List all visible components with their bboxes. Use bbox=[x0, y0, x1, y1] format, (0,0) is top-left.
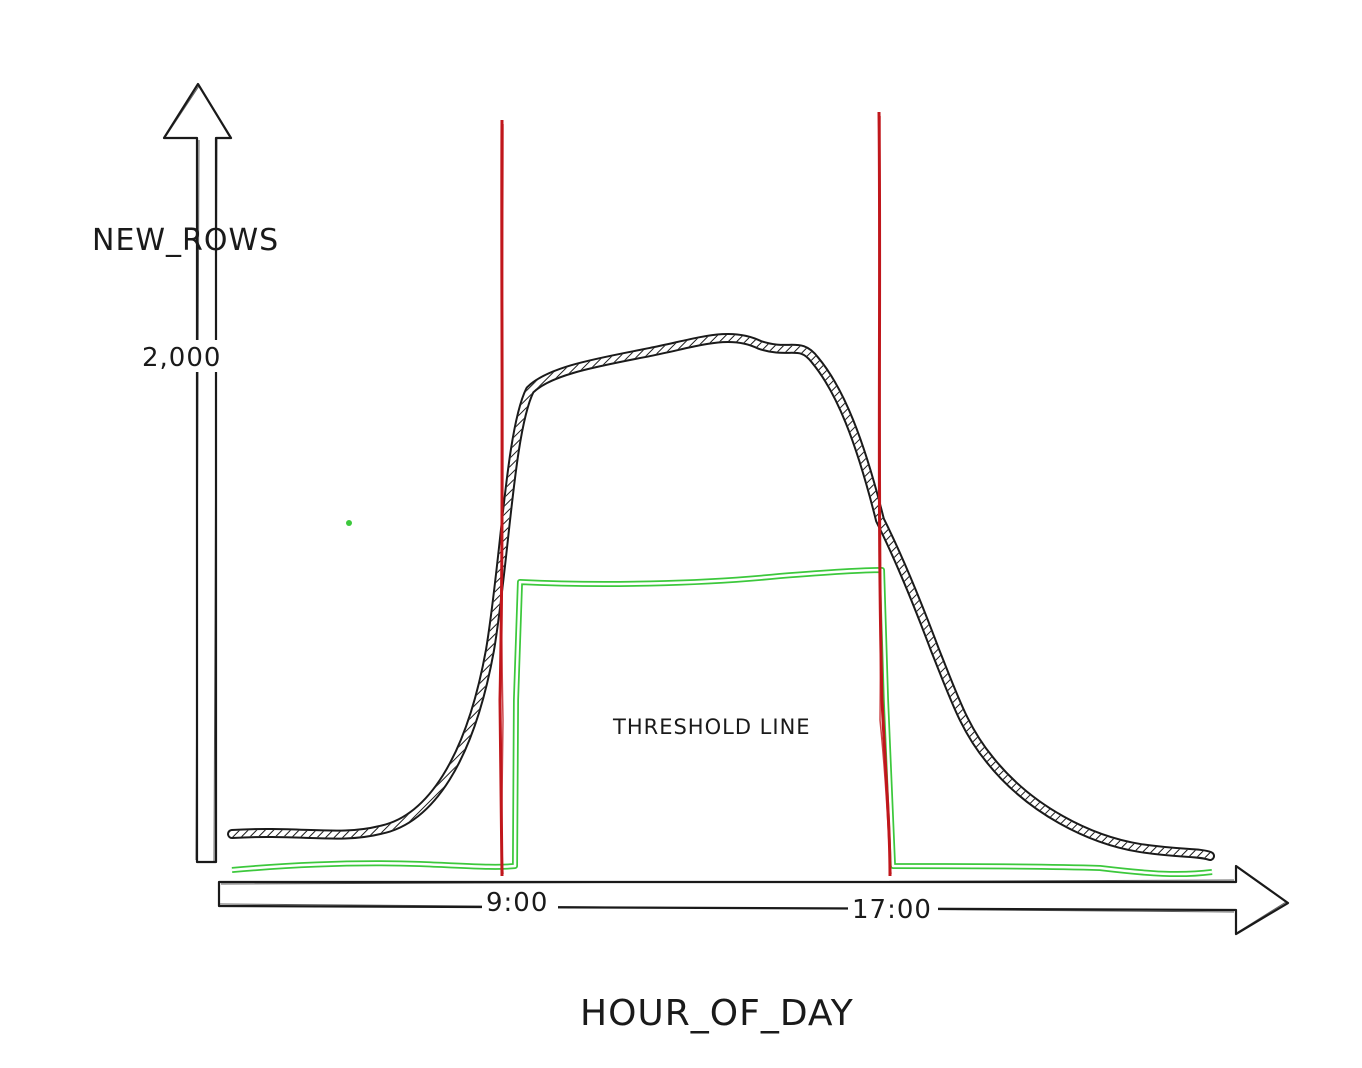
y-axis-arrow bbox=[162, 82, 233, 864]
x-tick-label-9: 9:00 bbox=[486, 888, 548, 918]
y-tick-label: 2,000 bbox=[142, 343, 221, 373]
x-tick-label-17: 17:00 bbox=[852, 895, 932, 925]
threshold-label: THRESHOLD LINE bbox=[612, 715, 811, 739]
boundary-line-17 bbox=[877, 111, 892, 877]
boundary-line-9 bbox=[498, 119, 504, 877]
y-axis-label: NEW_ROWS bbox=[92, 223, 279, 258]
green-dot bbox=[346, 520, 352, 526]
threshold-line bbox=[231, 520, 1213, 878]
x-axis-arrow bbox=[217, 864, 1290, 936]
activity-curve bbox=[227, 332, 1215, 861]
x-axis-label: HOUR_OF_DAY bbox=[580, 993, 854, 1034]
